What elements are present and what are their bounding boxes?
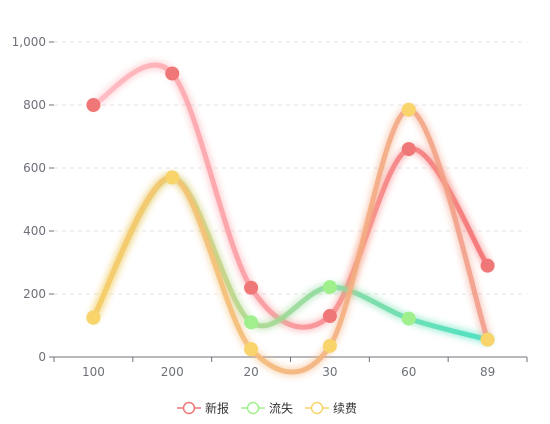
data-point[interactable]	[322, 309, 337, 324]
series-markers	[86, 66, 495, 357]
data-point[interactable]	[401, 311, 416, 326]
series-line	[90, 174, 491, 343]
data-point[interactable]	[244, 342, 259, 357]
y-tick-label: 0	[38, 350, 46, 364]
data-point[interactable]	[401, 102, 416, 117]
x-tick-label: 60	[401, 365, 416, 379]
data-point[interactable]	[244, 315, 259, 330]
data-point[interactable]	[480, 258, 495, 273]
series-line	[90, 107, 491, 375]
y-tick-label: 1,000	[12, 35, 46, 49]
y-tick-label: 400	[23, 224, 46, 238]
legend: 新报 流失 续费	[177, 401, 357, 416]
series-lines	[90, 62, 491, 375]
data-point[interactable]	[165, 66, 180, 81]
x-tick-label: 30	[322, 365, 337, 379]
legend-item[interactable]: 流失	[241, 401, 293, 416]
legend-marker-icon	[310, 401, 324, 415]
data-point[interactable]	[480, 332, 495, 347]
x-tick-label: 89	[480, 365, 495, 379]
x-tick-label: 20	[243, 365, 258, 379]
data-point[interactable]	[165, 170, 180, 185]
y-tick-label: 600	[23, 161, 46, 175]
data-point[interactable]	[86, 310, 101, 325]
y-tick-label: 200	[23, 287, 46, 301]
legend-marker-icon	[246, 401, 260, 415]
axes: 0 200 400 600 800 1,000 100 200 20 30 60 89	[12, 35, 528, 379]
legend-marker-icon	[182, 401, 196, 415]
legend-item[interactable]: 续费	[305, 402, 357, 416]
y-tick-label: 800	[23, 98, 46, 112]
x-tick-label: 200	[161, 365, 184, 379]
data-point[interactable]	[322, 280, 337, 295]
data-point[interactable]	[322, 338, 337, 353]
data-point[interactable]	[86, 98, 101, 112]
legend-item[interactable]: 新报	[177, 401, 229, 416]
data-point[interactable]	[244, 280, 259, 295]
legend-label: 流失	[269, 401, 293, 416]
legend-label: 新报	[205, 401, 229, 416]
grid-lines	[54, 41, 527, 295]
legend-label: 续费	[333, 402, 357, 416]
x-tick-label: 100	[82, 365, 105, 379]
data-point[interactable]	[401, 142, 416, 157]
